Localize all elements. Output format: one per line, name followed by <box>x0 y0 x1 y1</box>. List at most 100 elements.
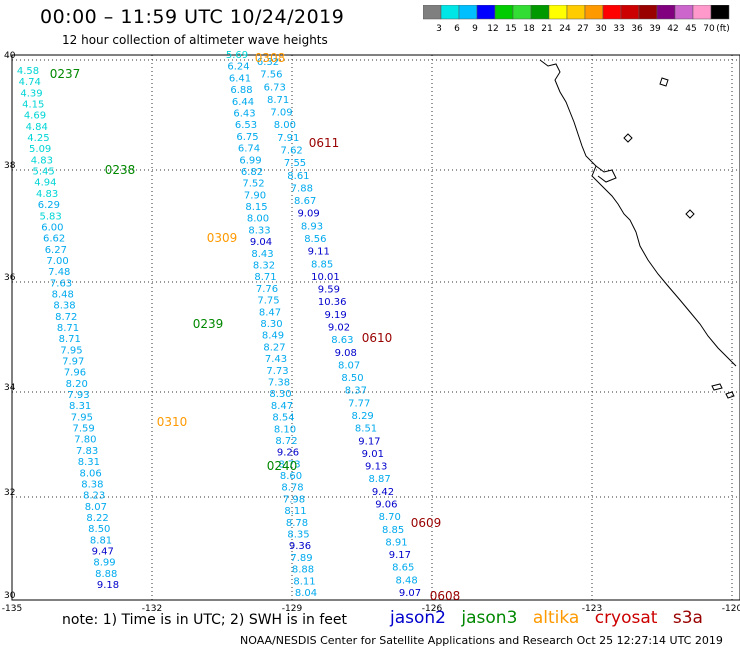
swh-value: 8.30 <box>260 319 282 330</box>
swh-value: 8.49 <box>262 331 284 342</box>
swh-value: 8.29 <box>352 411 374 422</box>
pass-label: 0609 <box>411 516 442 530</box>
swh-value: 8.15 <box>245 202 267 213</box>
swh-value: 4.25 <box>27 133 49 144</box>
swh-value: 9.17 <box>389 550 411 561</box>
swh-value: 8.88 <box>95 569 117 580</box>
lon-label: -129 <box>282 604 303 614</box>
page-subtitle: 12 hour collection of altimeter wave hei… <box>62 33 328 47</box>
swh-value: 7.98 <box>283 494 305 505</box>
swh-value: 4.39 <box>20 88 42 99</box>
lat-label: 34 <box>4 383 16 393</box>
swh-value: 8.71 <box>254 272 276 283</box>
pass-label: 0611 <box>309 136 340 150</box>
swh-value: 6.00 <box>41 222 63 233</box>
swh-value: 7.80 <box>74 435 96 446</box>
swh-value: 9.59 <box>318 285 340 296</box>
swh-value: 7.00 <box>46 256 68 267</box>
swh-value: 8.31 <box>69 401 91 412</box>
pass-label: 0610 <box>362 331 393 345</box>
inland-lake <box>659 77 669 87</box>
swh-value: 8.61 <box>287 171 309 182</box>
swh-value: 6.44 <box>232 97 254 108</box>
swh-value: 7.62 <box>281 146 303 157</box>
swh-value: 8.78 <box>286 518 308 529</box>
lon-label: -126 <box>422 604 443 614</box>
swh-value: 9.47 <box>92 546 114 557</box>
swh-value: 5.09 <box>29 144 51 155</box>
colorbar-label: 6 <box>454 24 460 33</box>
swh-value: 7.76 <box>256 284 278 295</box>
swh-value: 8.91 <box>385 537 407 548</box>
swh-value: 8.48 <box>52 289 74 300</box>
lat-lon-grid <box>11 54 740 601</box>
colorbar-label: 27 <box>577 24 588 33</box>
colorbar-label: 12 <box>487 24 498 33</box>
colorbar-label: 15 <box>505 24 516 33</box>
channel-island <box>711 383 723 391</box>
swh-value: 9.17 <box>358 436 380 447</box>
swh-value: 7.89 <box>290 553 312 564</box>
swh-value: 9.11 <box>308 247 330 258</box>
swh-value: 6.43 <box>233 108 255 119</box>
swh-value: 4.84 <box>26 122 48 133</box>
swh-value: 8.71 <box>57 323 79 334</box>
swh-value: 8.48 <box>395 575 417 586</box>
colorbar-label: 42 <box>667 24 678 33</box>
swh-value: 8.31 <box>78 457 100 468</box>
swh-value: 10.36 <box>318 297 347 308</box>
swh-value: 5.69 <box>226 50 248 61</box>
colorbar-label: 18 <box>523 24 535 33</box>
colorbar-label: 9 <box>472 24 478 33</box>
lat-label: 40 <box>4 51 16 61</box>
bay-inlet <box>595 165 617 183</box>
swh-value: 9.02 <box>328 323 350 334</box>
california-coastline <box>539 59 737 367</box>
pass-label: 0308 <box>255 51 286 65</box>
swh-value: 4.58 <box>17 66 39 77</box>
swh-value: 9.26 <box>277 448 299 459</box>
swh-value: 7.52 <box>242 179 264 190</box>
swh-value: 8.00 <box>247 214 269 225</box>
coastline <box>539 59 737 399</box>
swh-value: 8.07 <box>338 360 360 371</box>
lat-label: 30 <box>4 591 16 601</box>
swh-value: 8.20 <box>66 379 88 390</box>
swh-value: 8.23 <box>83 491 105 502</box>
swh-value: 8.54 <box>272 413 294 424</box>
swh-value: 8.93 <box>301 221 323 232</box>
swh-value: 7.83 <box>76 446 98 457</box>
swh-value: 6.24 <box>227 62 249 73</box>
colorbar-label: 45 <box>685 24 696 33</box>
colorbar-label: 36 <box>631 24 643 33</box>
pass-label: 0309 <box>207 231 238 245</box>
swh-value: 7.97 <box>62 357 84 368</box>
swh-value: 9.04 <box>250 237 272 248</box>
colorbar-label: 39 <box>649 24 661 33</box>
swh-value: 6.29 <box>38 200 60 211</box>
swh-value: 6.53 <box>235 120 257 131</box>
swh-value: 9.08 <box>335 348 357 359</box>
colorbar-label: 70 <box>703 24 715 33</box>
swh-value: 7.43 <box>265 354 287 365</box>
legend-altika: altika <box>532 608 580 628</box>
swh-value: 8.71 <box>59 334 81 345</box>
swh-value: 6.27 <box>45 245 67 256</box>
satellite-legend: jason2 jason3 altika cryosat s3a <box>390 608 713 628</box>
swh-value: 7.88 <box>291 183 313 194</box>
inland-lake <box>685 209 695 219</box>
swh-value: 7.91 <box>277 133 299 144</box>
swh-value: 4.74 <box>19 77 41 88</box>
swh-value: 8.51 <box>355 424 377 435</box>
swh-value: 7.59 <box>73 424 95 435</box>
swh-value: 7.38 <box>268 377 290 388</box>
swh-value: 8.81 <box>90 535 112 546</box>
swh-value: 8.70 <box>379 512 401 523</box>
swh-value: 4.69 <box>24 111 46 122</box>
swh-value: 8.63 <box>331 335 353 346</box>
lon-label: -123 <box>582 604 602 614</box>
swh-value: 8.78 <box>281 483 303 494</box>
footer-note: note: 1) Time is in UTC; 2) SWH is in fe… <box>62 612 348 628</box>
swh-value: 6.62 <box>43 234 65 245</box>
swh-value: 7.63 <box>50 278 72 289</box>
